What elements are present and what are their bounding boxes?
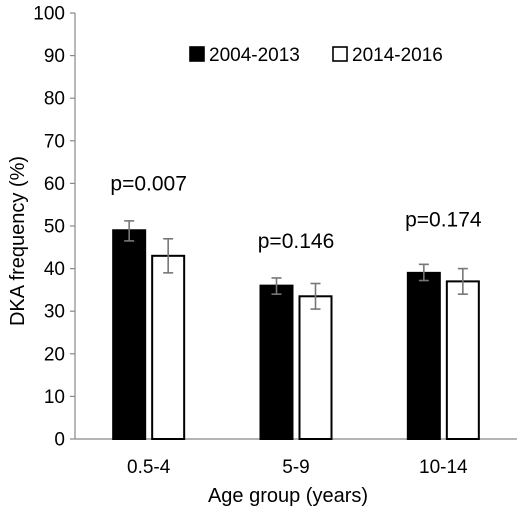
legend-label: 2004-2013 (209, 45, 300, 66)
bar (445, 280, 480, 440)
x-tick-label: 5-9 (282, 457, 309, 478)
bar (151, 254, 186, 440)
annotations-group: p=0.007 p=0.146 p=0.174 (110, 172, 481, 253)
y-tick-label: 30 (44, 302, 65, 323)
x-tick-label: 10-14 (419, 457, 468, 478)
y-tick-label: 100 (33, 4, 65, 25)
error-bars-group (124, 220, 468, 310)
p-value-annotation: p=0.146 (258, 230, 335, 253)
y-axis-title: DKA frequency (%) (7, 156, 29, 326)
legend-swatch (332, 46, 348, 62)
bar (298, 295, 333, 441)
legend-label: 2014-2016 (352, 45, 443, 66)
y-tick-label: 50 (44, 217, 65, 238)
bar (112, 229, 147, 440)
y-tick-label: 0 (54, 430, 65, 451)
y-tick-label: 70 (44, 131, 65, 152)
legend: 2004-2013 2014-2016 (189, 45, 443, 66)
y-tick-label: 40 (44, 259, 65, 280)
y-tick-label: 60 (44, 174, 65, 195)
p-value-annotation: p=0.007 (110, 172, 187, 195)
legend-swatch (189, 46, 205, 62)
bar (406, 271, 441, 440)
y-tick-label: 80 (44, 89, 65, 110)
p-value-annotation: p=0.174 (405, 209, 482, 232)
bar (259, 284, 294, 441)
y-tick-label: 90 (44, 46, 65, 67)
x-tick-label: 0.5-4 (127, 457, 171, 478)
y-tick-label: 20 (44, 344, 65, 365)
x-axis-title: Age group (years) (208, 485, 368, 507)
y-tick-label: 10 (44, 387, 65, 408)
axes-group: 0 10 20 30 40 50 60 70 80 90 100 0.5-4 5-9 10-14 (33, 4, 517, 478)
